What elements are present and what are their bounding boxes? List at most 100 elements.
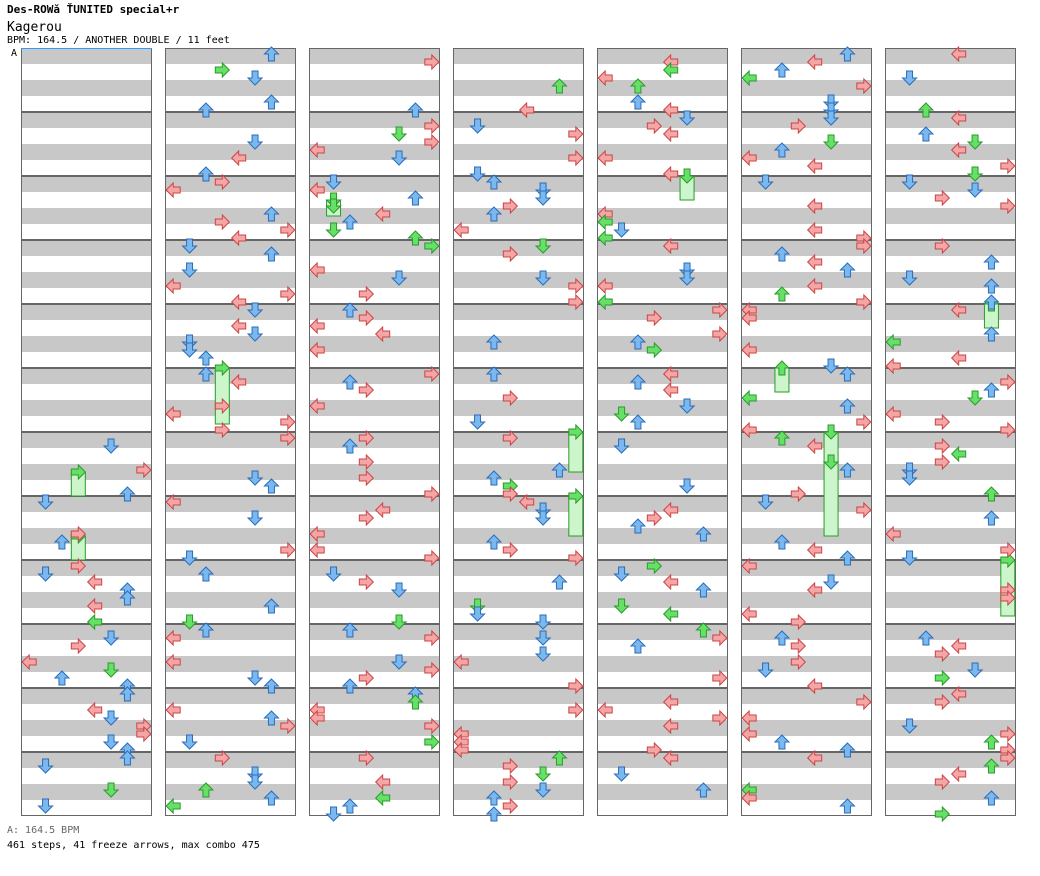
up-arrow-icon xyxy=(485,366,503,382)
right-arrow-icon xyxy=(790,485,807,503)
beat-band xyxy=(885,208,1016,224)
right-arrow-icon xyxy=(358,669,375,687)
down-arrow-icon xyxy=(613,598,630,614)
beat-band xyxy=(21,432,152,448)
left-arrow-icon xyxy=(165,181,181,199)
right-arrow-icon xyxy=(934,453,951,471)
left-arrow-icon xyxy=(374,773,391,791)
down-arrow-icon xyxy=(102,782,120,798)
right-arrow-icon xyxy=(280,413,296,431)
beat-band xyxy=(165,656,296,672)
down-arrow-icon xyxy=(822,358,840,374)
beat-band xyxy=(165,240,296,256)
right-arrow-icon xyxy=(568,149,584,167)
left-arrow-icon xyxy=(165,797,181,815)
left-arrow-icon xyxy=(806,749,823,767)
left-arrow-icon xyxy=(662,693,679,711)
down-arrow-icon xyxy=(469,118,486,134)
down-arrow-icon xyxy=(181,614,198,630)
left-arrow-icon xyxy=(662,573,679,591)
measure-box xyxy=(741,624,872,688)
up-arrow-icon xyxy=(983,790,1000,806)
down-arrow-icon xyxy=(678,398,696,414)
left-arrow-icon xyxy=(662,605,679,623)
down-arrow-icon xyxy=(325,174,342,190)
measure-box xyxy=(165,368,296,432)
right-arrow-icon xyxy=(856,237,872,255)
left-arrow-icon xyxy=(165,493,181,511)
beat-band xyxy=(165,432,296,448)
up-arrow-icon xyxy=(773,630,791,646)
down-arrow-icon xyxy=(822,574,840,590)
beat-band xyxy=(21,336,152,352)
right-arrow-icon xyxy=(934,189,951,207)
beat-band xyxy=(21,752,152,768)
right-arrow-icon xyxy=(502,797,519,815)
beat-band xyxy=(453,624,584,640)
beat-band xyxy=(885,48,1016,64)
beat-band xyxy=(885,336,1016,352)
up-arrow-icon xyxy=(695,582,712,598)
beat-band xyxy=(741,368,872,384)
down-arrow-icon xyxy=(757,662,774,678)
beat-band xyxy=(309,624,440,640)
up-arrow-icon xyxy=(485,470,503,486)
up-arrow-icon xyxy=(341,798,359,814)
left-arrow-icon xyxy=(662,125,679,143)
beat-band xyxy=(741,272,872,288)
left-arrow-icon xyxy=(309,141,325,159)
freeze-body xyxy=(823,431,839,537)
down-arrow-icon xyxy=(181,342,198,358)
left-arrow-icon xyxy=(806,221,823,239)
up-arrow-icon xyxy=(629,374,647,390)
measure-box xyxy=(885,240,1016,304)
down-arrow-icon xyxy=(534,510,552,526)
down-arrow-icon xyxy=(678,270,696,286)
up-arrow-icon xyxy=(485,534,503,550)
down-arrow-icon xyxy=(534,646,552,662)
right-arrow-icon xyxy=(712,669,728,687)
right-arrow-icon xyxy=(502,541,519,559)
beat-band xyxy=(21,784,152,800)
beat-band xyxy=(453,144,584,160)
beat-band xyxy=(21,496,152,512)
left-arrow-icon xyxy=(374,789,391,807)
beat-band xyxy=(21,656,152,672)
down-arrow-icon xyxy=(534,270,552,286)
right-arrow-icon xyxy=(856,501,872,519)
beat-band xyxy=(741,304,872,320)
right-arrow-icon xyxy=(1000,157,1016,175)
measure-box xyxy=(165,112,296,176)
up-arrow-icon xyxy=(263,94,280,110)
up-arrow-icon xyxy=(983,294,1000,310)
measure-box xyxy=(885,432,1016,496)
measure-box xyxy=(309,112,440,176)
left-arrow-icon xyxy=(741,341,757,359)
beat-band xyxy=(21,560,152,576)
right-arrow-icon xyxy=(646,557,663,575)
beat-band xyxy=(597,304,728,320)
beat-band xyxy=(165,688,296,704)
beat-band xyxy=(741,432,872,448)
left-arrow-icon xyxy=(230,317,247,335)
left-arrow-icon xyxy=(86,597,103,615)
measure-box xyxy=(21,496,152,560)
right-arrow-icon xyxy=(1000,197,1016,215)
down-arrow-icon xyxy=(678,168,696,184)
beat-band xyxy=(597,272,728,288)
left-arrow-icon xyxy=(309,317,325,335)
left-arrow-icon xyxy=(806,677,823,695)
beat-band xyxy=(885,80,1016,96)
down-arrow-icon xyxy=(181,734,198,750)
up-arrow-icon xyxy=(773,534,791,550)
left-arrow-icon xyxy=(309,709,325,727)
right-arrow-icon xyxy=(502,757,519,775)
measure-box xyxy=(597,368,728,432)
up-arrow-icon xyxy=(839,398,856,414)
beat-band xyxy=(741,144,872,160)
beat-band xyxy=(885,272,1016,288)
beat-band xyxy=(741,784,872,800)
up-arrow-icon xyxy=(773,734,791,750)
up-arrow-icon xyxy=(983,734,1000,750)
chart-title: Des-ROWǎ ŤUNITED special+r xyxy=(7,3,180,16)
